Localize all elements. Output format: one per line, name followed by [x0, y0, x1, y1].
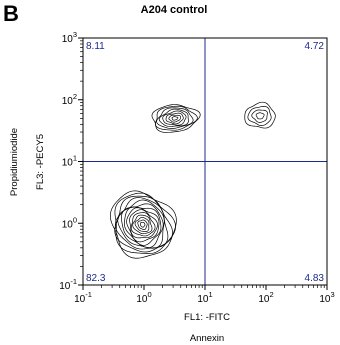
- x-tick-label: 103: [319, 290, 334, 305]
- quadrant-gate: [83, 38, 327, 285]
- contour-level: [151, 104, 201, 133]
- population-late-apoptotic: [244, 101, 276, 129]
- y-tick-label: 100: [62, 215, 77, 230]
- contour-level: [155, 105, 198, 131]
- x-tick-label: 101: [197, 290, 212, 305]
- quadrant-lower-left-percent: 82.3: [86, 273, 106, 284]
- contour-level: [247, 105, 272, 126]
- panel-letter: B: [3, 1, 19, 26]
- population-viable: [110, 190, 177, 259]
- y-tick-label: 101: [62, 154, 77, 169]
- contour-level: [156, 107, 194, 129]
- contour-level: [162, 110, 187, 126]
- population-necrotic: [151, 104, 201, 133]
- y-axis: 10-1 100 101 102 103: [59, 30, 83, 292]
- contour-level: [251, 109, 268, 123]
- contour-level: [110, 190, 177, 259]
- y-axis-label: FL3: -PECY5: [35, 134, 46, 190]
- contour-plot: [110, 101, 276, 259]
- x-axis-label-secondary: Annexin: [190, 333, 224, 344]
- quadrant-upper-right-percent: 4.72: [305, 41, 325, 52]
- y-tick-label: 10-1: [59, 277, 77, 292]
- contour-level: [129, 209, 158, 239]
- contour-level: [168, 114, 181, 123]
- chart-title: A204 control: [141, 4, 208, 16]
- contour-level: [130, 212, 156, 237]
- contour-level: [171, 116, 179, 121]
- contour-level: [140, 222, 146, 228]
- contour-level: [137, 219, 148, 231]
- x-tick-label: 10-1: [74, 290, 92, 305]
- x-axis-label: FL1: -FITC: [184, 312, 230, 323]
- y-tick-label: 103: [62, 30, 77, 45]
- x-tick-label: 102: [258, 290, 273, 305]
- contour-level: [132, 214, 153, 235]
- contour-level: [121, 203, 164, 249]
- contour-level: [158, 108, 189, 127]
- quadrant-labels: 8.11 4.72 82.3 4.83: [86, 41, 324, 284]
- contour-level: [117, 199, 165, 249]
- contour-level: [114, 197, 169, 250]
- contour-level: [134, 217, 150, 232]
- quadrant-lower-right-percent: 4.83: [305, 273, 325, 284]
- y-tick-label: 102: [62, 92, 77, 107]
- x-tick-label: 100: [136, 290, 151, 305]
- quadrant-upper-left-percent: 8.11: [86, 41, 105, 52]
- contour-level: [165, 112, 184, 125]
- contour-level: [124, 206, 162, 246]
- contour-level: [244, 101, 276, 129]
- contour-level: [255, 112, 265, 120]
- x-axis: 10-1 100 101 102 103: [74, 285, 335, 305]
- y-axis-label-secondary: Propidiumiodide: [9, 128, 20, 196]
- contour-level: [114, 192, 176, 255]
